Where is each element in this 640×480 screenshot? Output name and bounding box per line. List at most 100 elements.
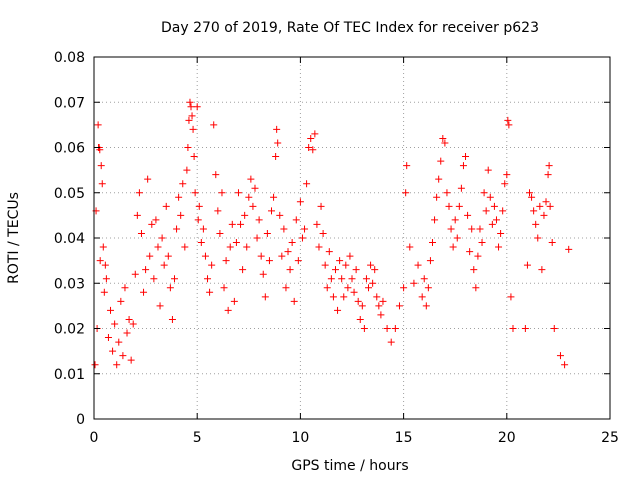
data-point xyxy=(478,239,486,247)
data-point xyxy=(109,347,117,355)
data-point xyxy=(251,184,259,192)
data-point xyxy=(173,225,181,233)
data-point xyxy=(383,325,391,332)
data-point xyxy=(528,193,536,201)
data-point xyxy=(387,338,395,346)
y-tick-label: 0 xyxy=(76,412,85,428)
y-axis-label: ROTI / TECUs xyxy=(6,192,22,284)
data-point xyxy=(259,270,267,278)
data-point xyxy=(561,361,569,369)
data-point xyxy=(97,162,105,170)
chart-title: Day 270 of 2019, Rate Of TEC Index for r… xyxy=(161,20,539,36)
data-point xyxy=(129,320,137,328)
plot-frame xyxy=(93,56,611,420)
data-point xyxy=(175,193,183,201)
data-point xyxy=(117,297,125,305)
data-point xyxy=(373,293,381,301)
data-point xyxy=(447,225,455,233)
data-point xyxy=(334,306,342,314)
data-point xyxy=(98,180,106,188)
data-point xyxy=(406,243,414,251)
data-point xyxy=(509,325,517,332)
data-point xyxy=(305,144,313,151)
data-point xyxy=(230,297,238,305)
data-point xyxy=(360,325,368,332)
data-point xyxy=(327,275,335,283)
data-point xyxy=(99,243,107,251)
data-point xyxy=(185,116,193,124)
data-point xyxy=(158,234,166,242)
data-point xyxy=(433,193,441,201)
data-point xyxy=(534,234,542,242)
data-point xyxy=(282,284,290,292)
data-point xyxy=(362,275,370,283)
data-point xyxy=(403,162,411,170)
data-point xyxy=(181,243,189,251)
y-tick-label: 0.08 xyxy=(54,50,85,66)
data-point xyxy=(329,293,337,301)
x-tick-label: 25 xyxy=(601,430,619,446)
data-point xyxy=(311,130,319,138)
data-point xyxy=(474,252,482,260)
data-point xyxy=(352,266,360,274)
data-point xyxy=(276,211,284,219)
y-tick-label: 0.04 xyxy=(54,231,85,247)
data-point xyxy=(459,162,467,170)
data-point xyxy=(476,225,484,233)
data-point xyxy=(193,103,201,111)
data-point xyxy=(356,315,364,323)
data-point xyxy=(488,220,496,228)
data-point xyxy=(400,284,408,292)
data-point xyxy=(319,229,327,237)
data-point xyxy=(292,216,300,224)
data-point xyxy=(131,270,139,278)
data-point xyxy=(177,211,185,219)
data-point xyxy=(150,275,158,283)
data-point xyxy=(188,112,196,120)
data-point xyxy=(152,216,160,224)
data-point xyxy=(104,334,112,342)
data-point xyxy=(201,252,209,260)
data-point xyxy=(453,234,461,242)
data-point xyxy=(377,311,385,319)
data-point xyxy=(482,207,490,215)
y-tick-label: 0.02 xyxy=(54,322,85,338)
y-tick-label: 0.03 xyxy=(54,276,85,292)
data-point xyxy=(162,202,170,210)
data-point xyxy=(127,356,135,364)
data-point xyxy=(156,302,164,310)
data-point xyxy=(336,257,344,265)
data-point xyxy=(296,198,304,206)
data-point xyxy=(441,139,449,147)
data-point xyxy=(222,257,230,265)
data-point xyxy=(437,157,445,165)
data-point xyxy=(365,284,373,292)
data-point xyxy=(184,144,192,151)
data-point xyxy=(301,225,309,233)
data-point xyxy=(338,275,346,283)
data-point xyxy=(148,220,156,228)
data-point xyxy=(125,315,133,323)
data-point xyxy=(391,325,399,332)
data-point xyxy=(247,175,255,183)
data-point xyxy=(367,261,375,269)
data-point xyxy=(186,98,194,106)
data-point xyxy=(354,297,362,305)
data-point xyxy=(504,116,512,124)
data-point xyxy=(218,189,226,197)
data-point xyxy=(195,202,203,210)
data-point xyxy=(270,193,278,201)
y-tick-labels: 0 0.01 0.02 0.03 0.04 0.05 0.06 0.07 0.08 xyxy=(54,50,85,428)
data-point xyxy=(228,220,236,228)
data-point xyxy=(307,134,315,142)
data-point xyxy=(286,266,294,274)
data-point xyxy=(239,266,247,274)
data-point xyxy=(142,266,150,274)
data-point xyxy=(418,293,426,301)
data-point xyxy=(340,293,348,301)
data-point xyxy=(468,225,476,233)
data-point xyxy=(536,202,544,210)
data-point xyxy=(226,243,234,251)
data-point xyxy=(492,216,500,224)
data-point xyxy=(274,139,282,147)
